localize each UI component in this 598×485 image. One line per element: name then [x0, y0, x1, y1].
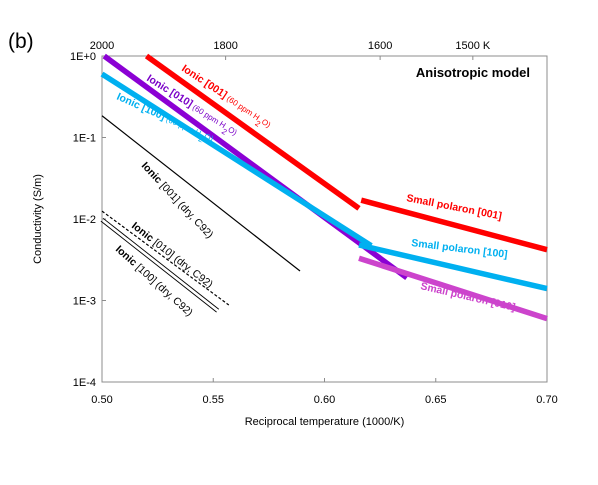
series-line-small-polaron-010: [358, 255, 548, 322]
series-labels: Ionic [001] (60 ppm H2O)Ionic [010] (60 …: [113, 62, 516, 318]
x-tick-label: 0.65: [425, 394, 446, 406]
series-line-small-polaron-100: [358, 242, 548, 292]
x-tick-label: 0.60: [314, 394, 335, 406]
y-tick-label: 1E-1: [73, 133, 96, 145]
series-line-ionic-010-60-ppm-h2o: [102, 53, 409, 280]
top-tick-label: 2000: [90, 40, 114, 52]
x-axis-title: Reciprocal temperature (1000/K): [245, 416, 405, 428]
y-tick-label: 1E-2: [73, 214, 96, 226]
series-line-ionic-100-60-ppm-h2o: [100, 71, 373, 249]
series-line-ionic-100-dry-c92: [100, 220, 217, 313]
series-label-ionic-001-dry-c92: Ionic [001] (dry, C92): [139, 160, 216, 241]
series-line-ionic-010-dry-c92: [101, 210, 230, 306]
series-lines: [100, 53, 548, 322]
series-line-ionic-001-60-ppm-h2o: [144, 53, 361, 211]
x-tick-label: 0.70: [536, 394, 557, 406]
axis-ticks: 0.50 0.55 0.60 0.65 0.70 1E-4 1E-3 1E-2 1E-1 1E+0…: [70, 40, 558, 406]
y-axis-title: Conductivity (S/m): [32, 174, 44, 264]
series-label-small-polaron-100: Small polaron [100]: [411, 237, 509, 261]
series-line-ionic-001-dry-c92: [101, 115, 301, 272]
x-tick-label: 0.50: [91, 394, 112, 406]
series-line-small-polaron-001: [360, 197, 548, 253]
chart-title: Anisotropic model: [416, 65, 530, 80]
series-label-small-polaron-010: Small polaron [010]: [419, 280, 516, 313]
top-tick-label: 1600: [368, 40, 392, 52]
y-tick-label: 1E-4: [73, 377, 96, 389]
top-tick-label: 1800: [213, 40, 237, 52]
y-tick-label: 1E-3: [73, 296, 96, 308]
x-tick-label: 0.55: [203, 394, 224, 406]
series-line-ionic-100-dry-c92: [102, 217, 220, 310]
y-tick-label: 1E+0: [70, 51, 96, 63]
top-tick-label: 1500 K: [455, 40, 491, 52]
panel-label: (b): [8, 30, 34, 53]
